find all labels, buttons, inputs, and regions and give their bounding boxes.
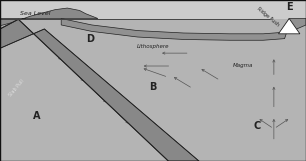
Text: Slab Pull: Slab Pull bbox=[8, 79, 25, 98]
Polygon shape bbox=[0, 19, 199, 161]
Polygon shape bbox=[289, 19, 306, 32]
Text: Magma: Magma bbox=[233, 63, 253, 68]
Polygon shape bbox=[61, 19, 289, 40]
Text: D: D bbox=[86, 34, 94, 44]
Polygon shape bbox=[0, 0, 98, 26]
Text: B: B bbox=[149, 82, 157, 92]
Text: Sea Level: Sea Level bbox=[20, 11, 50, 16]
Text: Ridge Push: Ridge Push bbox=[256, 6, 280, 28]
Text: Lithosphere: Lithosphere bbox=[137, 44, 169, 49]
Text: A: A bbox=[33, 111, 40, 121]
Text: C: C bbox=[253, 121, 261, 131]
Polygon shape bbox=[278, 19, 300, 34]
Text: E: E bbox=[286, 2, 293, 12]
Polygon shape bbox=[0, 0, 306, 19]
